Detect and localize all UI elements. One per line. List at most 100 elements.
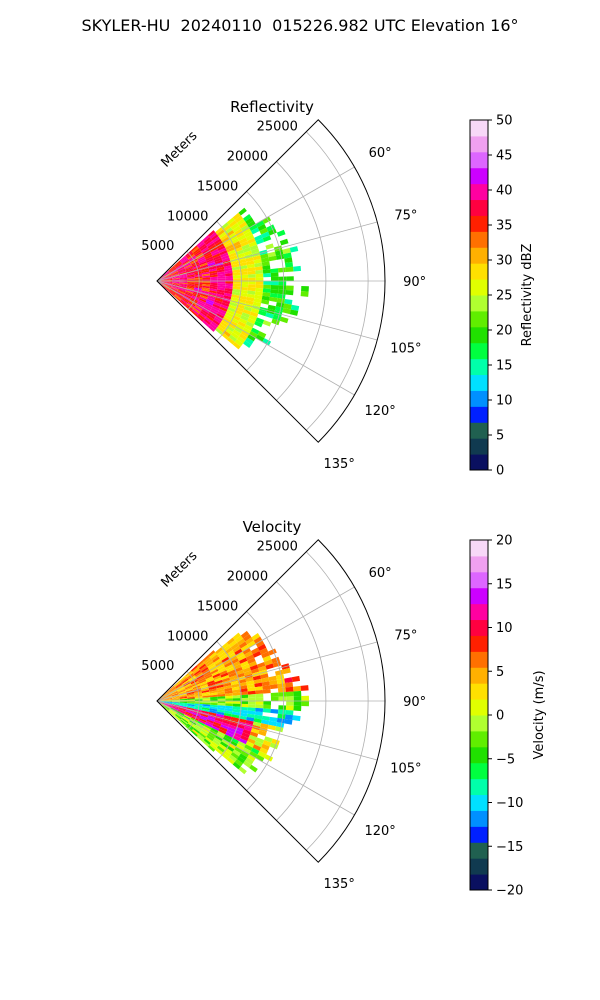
radar-cell — [180, 719, 187, 726]
radar-cell — [169, 289, 176, 295]
radar-cell — [183, 294, 192, 299]
radar-cell — [261, 715, 270, 721]
radar-cell — [209, 246, 218, 253]
radar-cell — [162, 705, 169, 711]
radar-cell — [164, 701, 173, 703]
radar-cell — [230, 658, 239, 665]
radar-cell — [173, 295, 181, 302]
radar-cell — [191, 682, 200, 687]
radar-cell — [246, 680, 255, 686]
radar-cell — [247, 704, 256, 708]
radar-cell — [179, 275, 188, 278]
radar-cell — [245, 337, 254, 345]
radar-cell — [247, 707, 256, 712]
radar-cell — [222, 257, 231, 263]
radar-cell — [197, 676, 205, 682]
radar-cell — [276, 678, 285, 685]
radar-cell — [215, 747, 223, 755]
radar-cell — [171, 275, 180, 278]
azimuth-spoke — [156, 641, 378, 702]
radar-cell — [209, 704, 218, 708]
radar-cell — [225, 283, 233, 287]
radar-cell — [180, 299, 187, 306]
radar-cell — [247, 640, 256, 648]
radar-cell — [249, 224, 258, 232]
radar-cell — [168, 685, 175, 692]
radar-cell — [278, 281, 287, 286]
radar-cell — [242, 309, 251, 315]
radar-cell — [203, 724, 212, 730]
radar-cell — [243, 340, 252, 349]
radar-cell — [163, 283, 172, 288]
radar-cell — [164, 279, 173, 281]
radar-cell — [178, 708, 186, 712]
radar-cell — [250, 227, 260, 235]
radar-cell — [225, 701, 233, 704]
radar-cell — [234, 309, 243, 316]
radar-cell — [245, 637, 254, 645]
radar-cell — [277, 683, 286, 689]
radar-cell — [263, 284, 271, 289]
radar-cell — [172, 277, 180, 280]
radar-cell — [180, 257, 188, 264]
radar-cell — [198, 312, 207, 319]
radar-cell — [282, 667, 291, 675]
radar-cell — [210, 696, 218, 700]
radar-cell — [179, 284, 188, 287]
radar-cell — [247, 687, 256, 692]
sector-frame — [156, 539, 386, 863]
radar-cell — [196, 674, 204, 680]
radar-cell — [164, 275, 172, 279]
radar-cell — [301, 701, 309, 707]
radar-cell — [284, 681, 294, 688]
colorbar-swatch — [470, 667, 488, 684]
radar-cell — [170, 691, 179, 696]
colorbar-swatch — [470, 842, 488, 859]
radar-cell — [170, 691, 178, 695]
radar-cell — [227, 742, 236, 750]
radar-cell — [163, 705, 170, 710]
radar-cell — [203, 738, 211, 745]
azimuth-spoke — [156, 700, 355, 816]
radar-cell — [164, 702, 172, 705]
radar-cell — [225, 705, 233, 709]
radar-cell — [232, 661, 241, 667]
radar-cell — [202, 235, 210, 242]
colorbar-tick-label: 10 — [496, 621, 513, 636]
velocity-panel: Velocity 60° 75° 90° 105° 120° 135° 5000 10000 1… — [141, 518, 547, 899]
radar-cell — [262, 292, 271, 297]
radar-cell — [289, 309, 299, 316]
radar-cell — [254, 711, 263, 716]
radar-cell — [195, 303, 204, 310]
colorbar-swatch — [470, 540, 488, 557]
radar-cell — [235, 743, 245, 751]
radar-cell — [226, 337, 235, 345]
radar-cell — [214, 679, 223, 685]
radar-cell — [162, 270, 169, 277]
radar-cell — [216, 649, 225, 657]
radar-cell — [191, 681, 199, 686]
radar-cell — [217, 707, 226, 711]
radar-cell — [211, 725, 220, 731]
radar-cell — [223, 685, 232, 690]
radar-cell — [262, 708, 271, 713]
radar-cell — [257, 750, 267, 759]
radar-cell — [239, 292, 248, 297]
radar-cell — [178, 271, 187, 275]
reflectivity-colorbar-label: Reflectivity dBZ — [520, 244, 535, 347]
radar-cell — [217, 698, 226, 701]
radar-cell — [175, 684, 183, 689]
radar-cell — [247, 237, 256, 244]
radar-cell — [175, 293, 183, 298]
radar-cell — [168, 290, 175, 297]
reflectivity-grid — [156, 131, 385, 431]
radar-cell — [278, 696, 287, 701]
radar-cell — [199, 716, 207, 721]
radar-cell — [270, 276, 279, 281]
radar-cell — [209, 692, 218, 696]
radar-cell — [240, 694, 249, 699]
radar-cell — [235, 249, 244, 256]
colorbar-swatch — [470, 422, 488, 439]
radar-cell — [229, 721, 238, 727]
radar-cell — [212, 253, 221, 259]
